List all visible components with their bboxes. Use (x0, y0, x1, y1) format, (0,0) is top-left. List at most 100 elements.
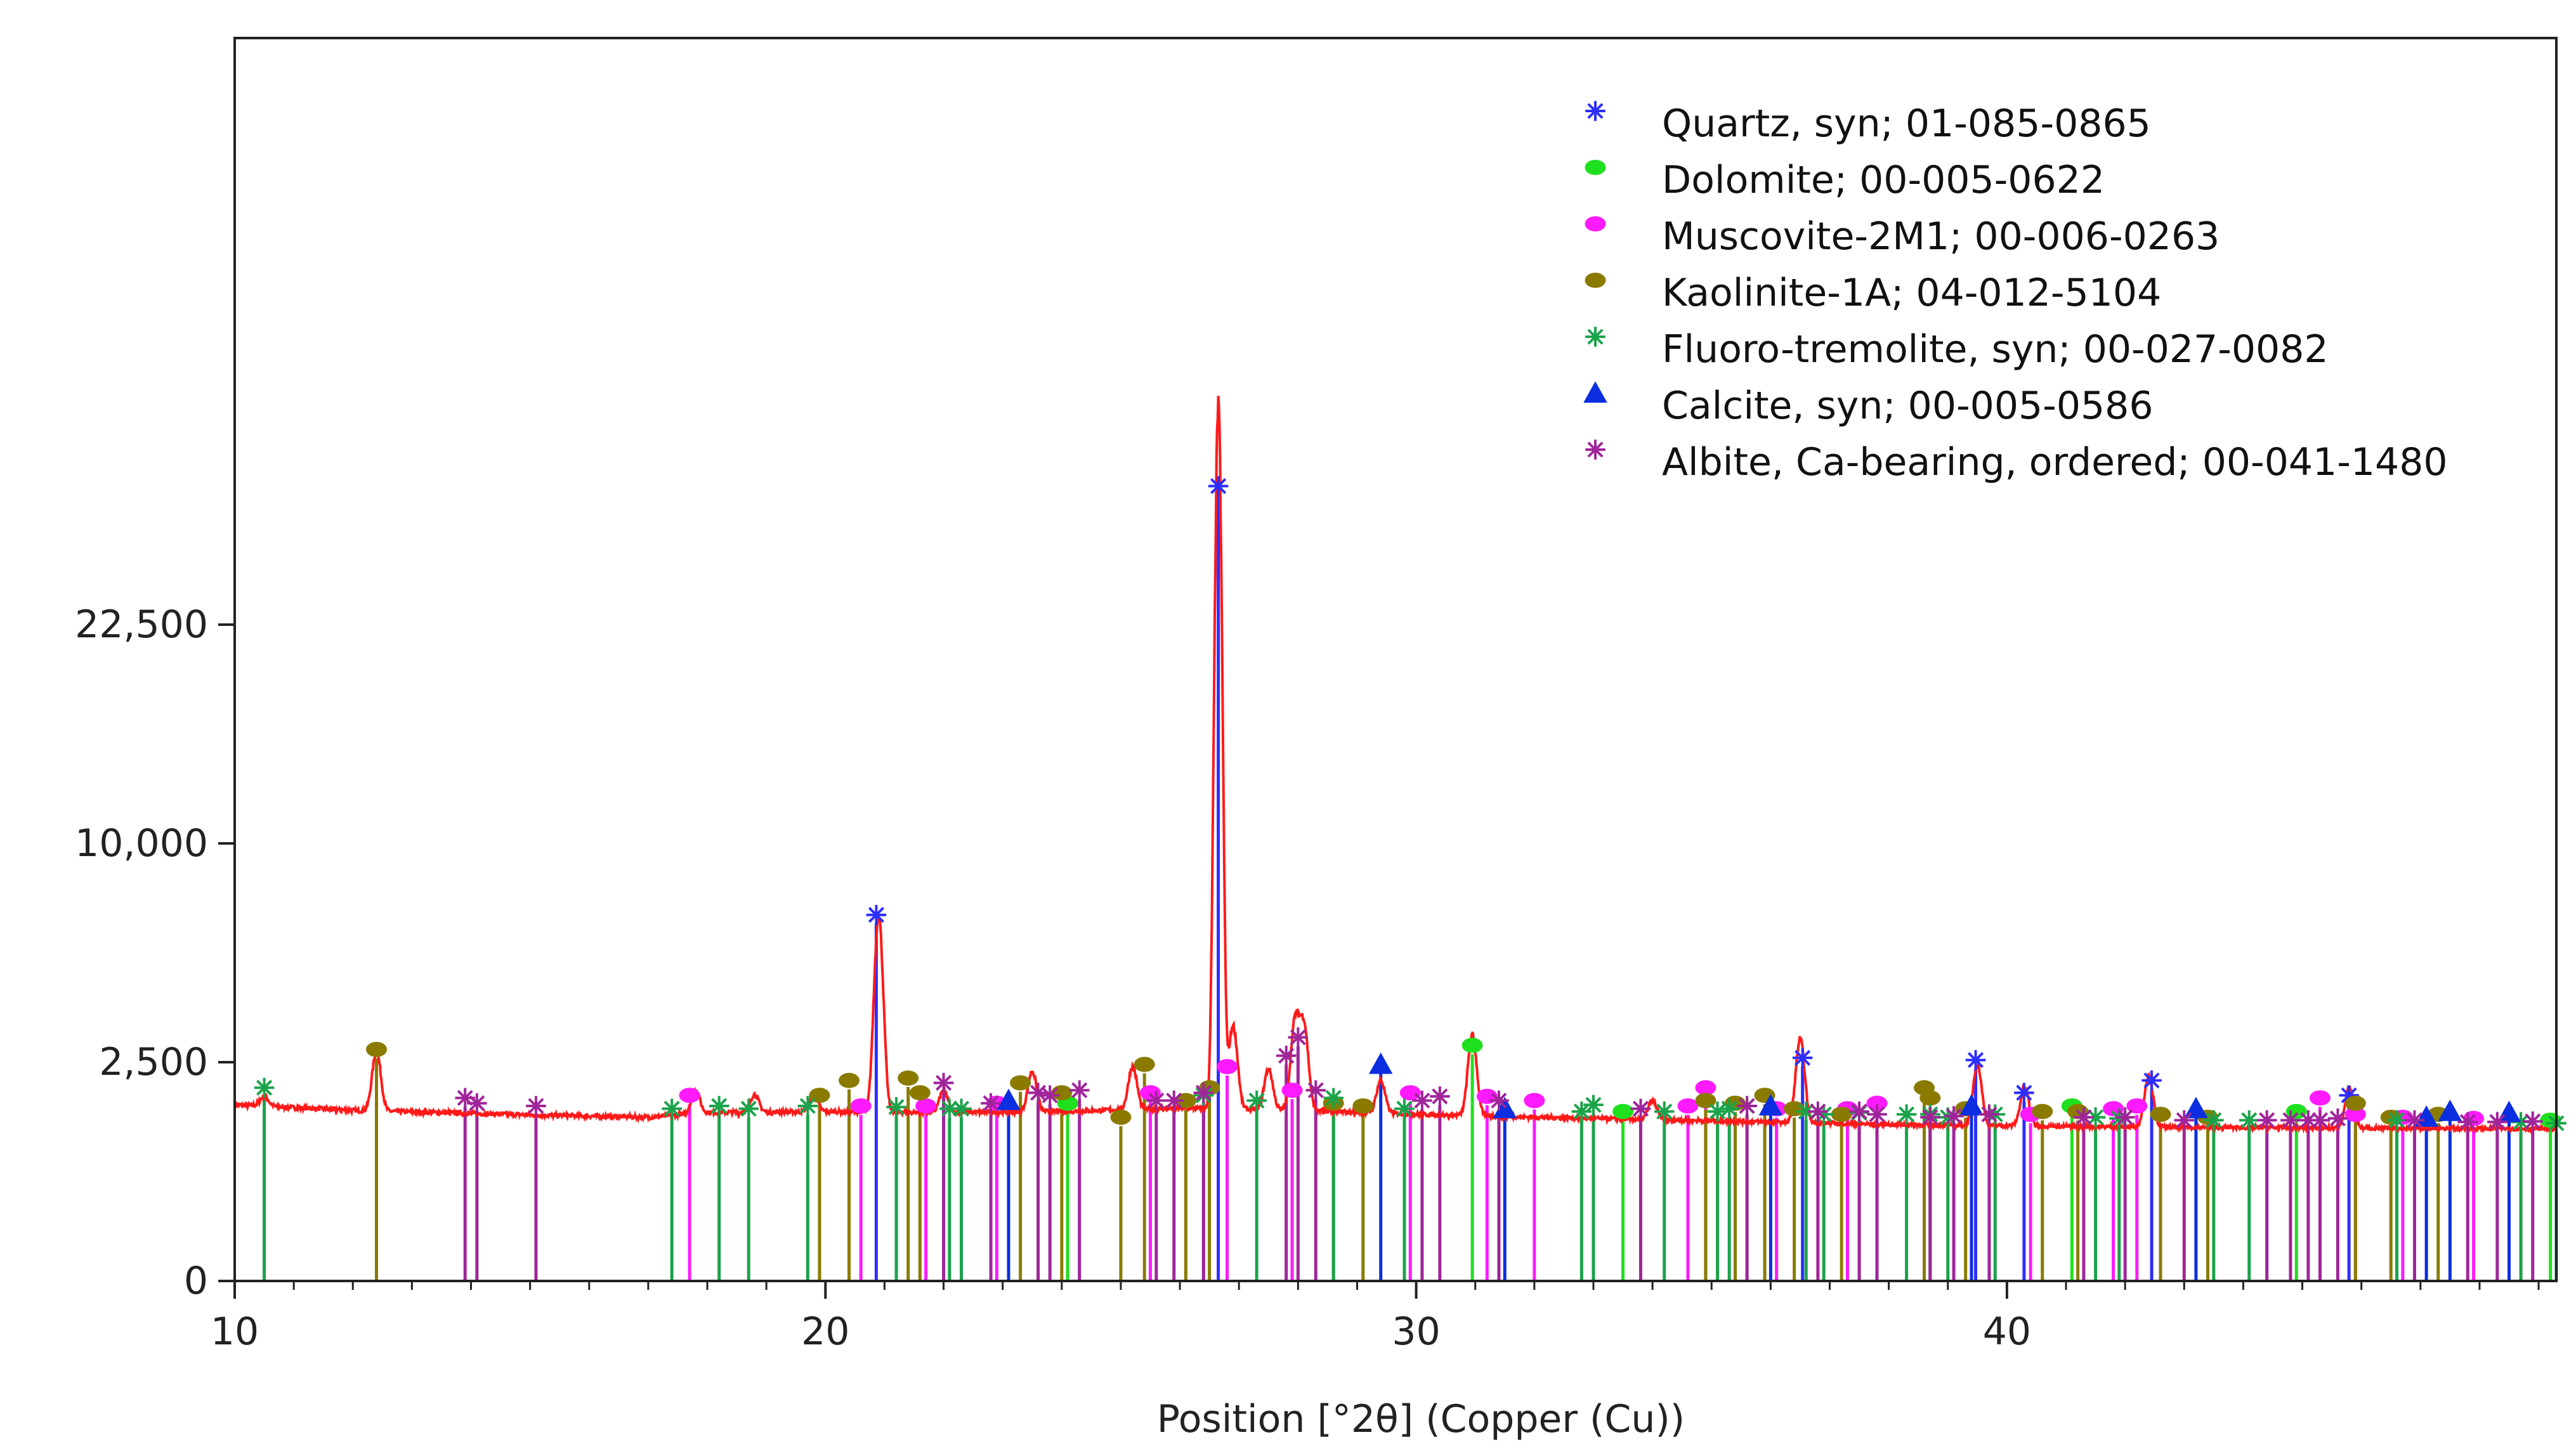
marker-albite-ca-bearing-ordered (1867, 1104, 1887, 1125)
marker-muscovite-2m1 (1866, 1095, 1888, 1111)
legend-label: Dolomite; 00-005-0622 (1662, 158, 2105, 202)
marker-albite-ca-bearing-ordered (1288, 1027, 1309, 1048)
legend-label: Fluoro-tremolite, syn; 00-027-0082 (1662, 327, 2329, 372)
marker-dolomite (1612, 1103, 1634, 1119)
legend-marker-quartz-syn (1585, 101, 1605, 121)
y-tick-label: 10,000 (75, 821, 208, 866)
marker-muscovite-2m1 (1524, 1093, 1545, 1108)
marker-fluoro-tremolite-syn (738, 1098, 759, 1119)
marker-albite-ca-bearing-ordered (933, 1072, 954, 1093)
pattern-layer (233, 396, 2558, 1134)
marker-fluoro-tremolite-syn (2085, 1107, 2106, 1128)
marker-albite-ca-bearing-ordered (2487, 1112, 2507, 1133)
x-tick-label: 20 (801, 1310, 849, 1354)
marker-albite-ca-bearing-ordered (2404, 1110, 2425, 1131)
marker-dolomite (1461, 1037, 1483, 1053)
marker-fluoro-tremolite-syn (1323, 1088, 1344, 1108)
marker-fluoro-tremolite-syn (2204, 1110, 2224, 1131)
marker-calcite-syn (1368, 1052, 1393, 1074)
marker-albite-ca-bearing-ordered (1069, 1080, 1090, 1100)
marker-albite-ca-bearing-ordered (1164, 1090, 1184, 1111)
marker-albite-ca-bearing-ordered (1146, 1090, 1167, 1111)
y-tick-label: 2,500 (99, 1040, 208, 1084)
marker-calcite-syn (997, 1088, 1021, 1110)
marker-albite-ca-bearing-ordered (467, 1093, 487, 1114)
marker-muscovite-2m1 (2344, 1107, 2366, 1122)
marker-albite-ca-bearing-ordered (2256, 1110, 2277, 1131)
marker-albite-ca-bearing-ordered (2115, 1107, 2135, 1128)
marker-fluoro-tremolite-syn (2386, 1110, 2407, 1131)
marker-kaolinite-1a (2344, 1095, 2366, 1111)
marker-muscovite-2m1 (1695, 1080, 1716, 1096)
marker-quartz-syn (1208, 476, 1229, 497)
marker-albite-ca-bearing-ordered (1305, 1080, 1326, 1100)
reference-markers-layer (254, 476, 2566, 1133)
measured-pattern-line (233, 396, 2558, 1134)
marker-fluoro-tremolite-syn (709, 1096, 729, 1116)
marker-kaolinite-1a (1175, 1093, 1196, 1108)
marker-fluoro-tremolite-syn (951, 1098, 972, 1119)
marker-quartz-syn (1965, 1050, 1986, 1070)
marker-albite-ca-bearing-ordered (526, 1096, 546, 1116)
legend-label: Albite, Ca-bearing, ordered; 00-041-1480 (1662, 440, 2448, 484)
marker-kaolinite-1a (909, 1085, 931, 1101)
legend: Quartz, syn; 01-085-0865 Dolomite; 00-005… (1583, 101, 2448, 484)
legend-marker-albite-ca-bearing-ordered (1585, 439, 1605, 460)
marker-fluoro-tremolite-syn (1796, 1102, 1817, 1122)
reference-sticks-layer (263, 495, 2558, 1281)
legend-marker-fluoro-tremolite-syn (1585, 327, 1605, 347)
marker-albite-ca-bearing-ordered (1849, 1102, 1869, 1122)
marker-kaolinite-1a (2032, 1103, 2053, 1119)
axes-layer: 0 2,500 10,000 22,500 10 20 30 40 Position [°2θ]… (75, 37, 2558, 1441)
marker-albite-ca-bearing-ordered (1276, 1046, 1297, 1066)
marker-muscovite-2m1 (2309, 1090, 2331, 1106)
marker-kaolinite-1a (898, 1070, 919, 1086)
marker-calcite-syn (1758, 1094, 1783, 1115)
marker-albite-ca-bearing-ordered (1489, 1090, 1509, 1111)
y-tick-label: 0 (184, 1259, 208, 1303)
marker-muscovite-2m1 (679, 1088, 700, 1103)
marker-kaolinite-1a (366, 1041, 388, 1057)
marker-quartz-syn (866, 904, 887, 925)
marker-albite-ca-bearing-ordered (1430, 1086, 1450, 1107)
marker-albite-ca-bearing-ordered (1944, 1106, 1964, 1126)
marker-fluoro-tremolite-syn (254, 1077, 275, 1098)
marker-quartz-syn (1792, 1048, 1813, 1068)
marker-muscovite-2m1 (1677, 1098, 1699, 1114)
marker-kaolinite-1a (839, 1072, 860, 1088)
marker-fluoro-tremolite-syn (1654, 1102, 1675, 1122)
marker-fluoro-tremolite-syn (662, 1098, 682, 1119)
marker-albite-ca-bearing-ordered (1737, 1096, 1757, 1116)
marker-albite-ca-bearing-ordered (1028, 1082, 1049, 1103)
marker-muscovite-2m1 (1399, 1085, 1421, 1101)
marker-albite-ca-bearing-ordered (1630, 1098, 1651, 1119)
marker-muscovite-2m1 (850, 1098, 872, 1114)
x-tick-label: 40 (1983, 1310, 2031, 1354)
marker-quartz-syn (2141, 1070, 2162, 1091)
marker-kaolinite-1a (1919, 1090, 1941, 1106)
plot-frame (233, 37, 2558, 1282)
marker-kaolinite-1a (1110, 1109, 1132, 1125)
marker-fluoro-tremolite-syn (1246, 1090, 1267, 1111)
marker-kaolinite-1a (1352, 1098, 1374, 1114)
marker-albite-ca-bearing-ordered (2310, 1110, 2331, 1131)
marker-calcite-syn (2438, 1100, 2462, 1121)
marker-fluoro-tremolite-syn (886, 1096, 906, 1117)
marker-albite-ca-bearing-ordered (1979, 1104, 1999, 1125)
marker-albite-ca-bearing-ordered (1040, 1085, 1060, 1106)
marker-fluoro-tremolite-syn (797, 1096, 818, 1116)
marker-fluoro-tremolite-syn (1896, 1104, 1917, 1125)
marker-albite-ca-bearing-ordered (1193, 1082, 1214, 1103)
x-tick-label: 10 (211, 1310, 259, 1354)
legend-marker-kaolinite-1a (1585, 273, 1606, 288)
marker-kaolinite-1a (1831, 1107, 1852, 1122)
marker-albite-ca-bearing-ordered (2280, 1110, 2301, 1131)
marker-quartz-syn (2014, 1082, 2034, 1103)
legend-label: Quartz, syn; 01-085-0865 (1662, 101, 2151, 146)
marker-albite-ca-bearing-ordered (2457, 1112, 2478, 1133)
x-tick-label: 30 (1392, 1310, 1440, 1354)
marker-fluoro-tremolite-syn (1707, 1102, 1728, 1122)
marker-kaolinite-1a (2150, 1107, 2171, 1122)
